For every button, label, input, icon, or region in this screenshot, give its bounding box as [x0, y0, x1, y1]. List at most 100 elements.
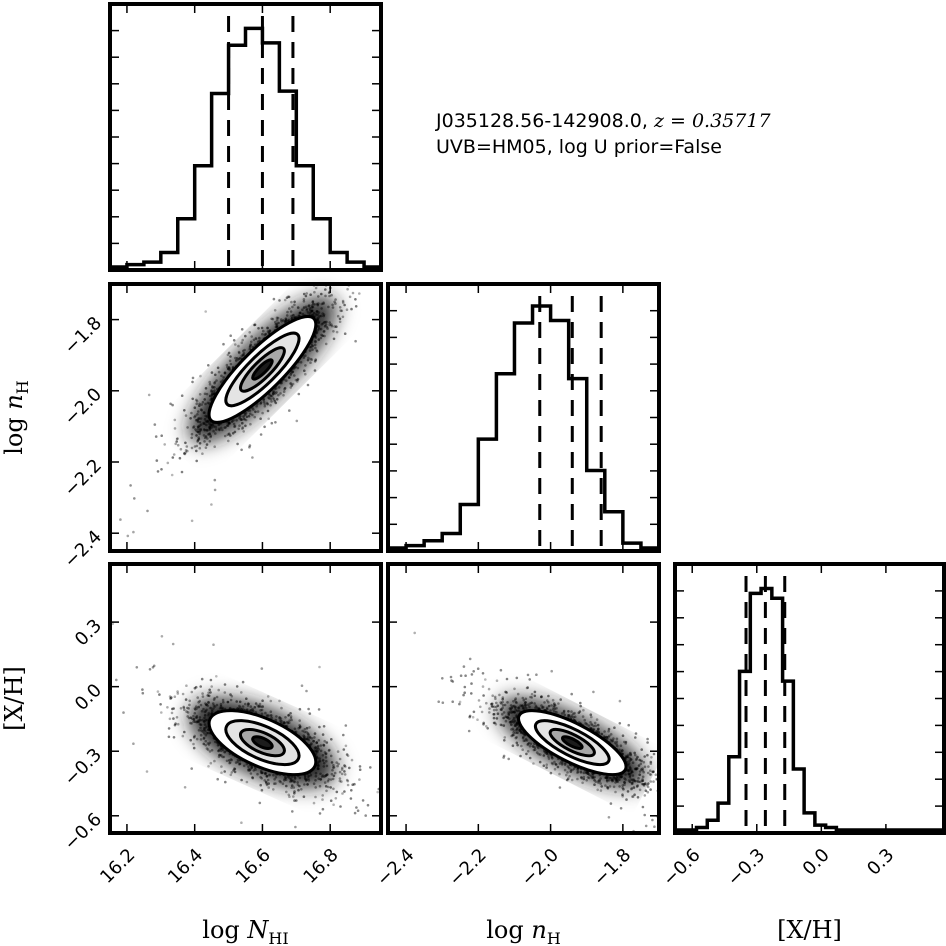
scatter-point [203, 411, 206, 415]
scatter-point [194, 414, 197, 418]
scatter-point [307, 777, 310, 780]
scatter-point [184, 441, 187, 445]
scatter-point [632, 786, 636, 789]
scatter-point [148, 668, 152, 671]
scatter-point [552, 704, 556, 707]
scatter-point [259, 783, 263, 787]
scatter-point [199, 723, 203, 727]
scatter-point [269, 404, 272, 407]
scatter-point [630, 781, 634, 785]
scatter-point [540, 704, 543, 707]
scatter-point [632, 778, 635, 781]
scatter-point [605, 775, 608, 779]
scatter-point [563, 713, 566, 717]
scatter-point [509, 708, 513, 712]
scatter-point [211, 386, 214, 389]
scatter-point [212, 704, 216, 707]
scatter-point [202, 707, 205, 711]
scatter-point [180, 394, 184, 398]
scatter-point [277, 393, 280, 397]
scatter-point [569, 768, 573, 772]
scatter-point [338, 779, 342, 783]
scatter-point [361, 799, 365, 802]
scatter-point [298, 311, 302, 315]
scatter-point [560, 760, 563, 764]
scatter-point [524, 737, 528, 741]
scatter-point [176, 692, 180, 695]
scatter-point [615, 742, 618, 746]
scatter-point [198, 417, 201, 420]
scatter-point [204, 739, 207, 743]
scatter-point [593, 776, 596, 779]
scatter-point [226, 700, 230, 704]
scatter-point [625, 798, 628, 801]
scatter-point [596, 729, 600, 732]
scatter-point [238, 357, 241, 361]
scatter-point [325, 759, 328, 763]
scatter-point [207, 713, 210, 717]
scatter-point [226, 353, 230, 357]
scatter-point [190, 432, 194, 436]
scatter-point [686, 784, 689, 787]
histogram-lognH [388, 304, 659, 550]
scatter-point [358, 768, 362, 771]
scatter-point [593, 778, 596, 782]
scatter-point [521, 736, 525, 740]
scatter-point [192, 425, 196, 428]
scatter-point [341, 766, 344, 770]
scatter-point [240, 354, 244, 358]
tick-marks [110, 4, 944, 833]
scatter-point [184, 698, 188, 701]
scatter-point [199, 726, 202, 730]
scatter-point [200, 709, 204, 713]
scatter-point [223, 434, 227, 438]
scatter-point [315, 249, 318, 252]
scatter-point [541, 706, 544, 709]
scatter-point [317, 708, 321, 711]
scatter-point [252, 408, 255, 411]
scatter-point [607, 729, 610, 733]
scatter-point [154, 435, 158, 438]
scatter-point [594, 780, 598, 783]
scatter-point [462, 693, 465, 697]
scatter-point [703, 809, 706, 812]
scatter-point [308, 349, 312, 352]
scatter-point [234, 343, 237, 346]
scatter-point [666, 772, 669, 775]
scatter-point [624, 778, 627, 781]
scatter-point [608, 785, 612, 788]
scatter-point [295, 799, 298, 802]
scatter-point [569, 770, 573, 773]
scatter-point [340, 772, 344, 776]
scatter-point [270, 716, 273, 720]
scatter-point [515, 722, 519, 726]
scatter-point [287, 776, 290, 779]
scatter-point [265, 774, 269, 778]
scatter-point [249, 705, 253, 708]
scatter-point [210, 685, 213, 688]
scatter-point [242, 708, 245, 711]
scatter-point [193, 707, 197, 710]
axis-label-lognH: log nH [0, 380, 32, 455]
scatter-point [199, 703, 203, 707]
scatter-point [621, 749, 624, 752]
scatter-point [145, 770, 149, 773]
scatter-point [190, 722, 193, 725]
scatter-point [643, 813, 646, 817]
scatter-point [193, 406, 197, 410]
scatter-point [196, 430, 199, 434]
scatter-point [485, 701, 488, 705]
scatter-point [210, 426, 214, 429]
scatter-point [129, 484, 132, 487]
scatter-point [631, 795, 634, 798]
scatter-point [155, 459, 159, 462]
scatter-point [202, 428, 206, 431]
scatter-point [491, 705, 494, 708]
scatter-point [343, 790, 346, 793]
scatter-point [254, 702, 258, 705]
scatter-point [327, 265, 330, 268]
scatter-point [573, 715, 577, 718]
scatter-point [309, 773, 313, 777]
scatter-point [611, 778, 614, 781]
scatter-point [576, 771, 579, 774]
